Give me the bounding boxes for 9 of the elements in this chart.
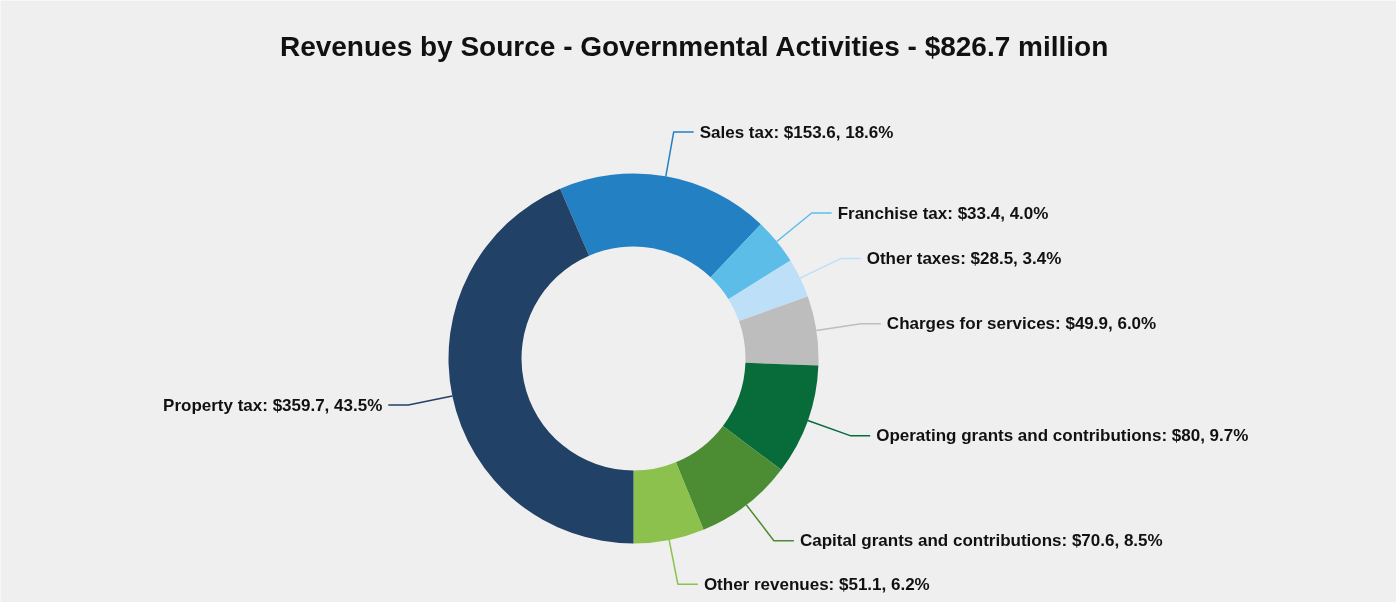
slice-label: Capital grants and contributions: $70.6, 8.5%	[799, 531, 1163, 551]
slice-label: Other taxes: $28.5, 3.4%	[866, 249, 1062, 269]
slice-label: Franchise tax: $33.4, 4.0%	[837, 203, 1049, 223]
slice-label: Charges for services: $49.9, 6.0%	[886, 314, 1157, 334]
chart-title: Revenues by Source - Governmental Activities - $826.7 million	[279, 31, 1109, 62]
slice-label: Property tax: $359.7, 43.5%	[163, 395, 383, 415]
slice-label: Other revenues: $51.1, 6.2%	[703, 574, 930, 594]
slice-label: Sales tax: $153.6, 18.6%	[699, 122, 894, 142]
slice-label: Operating grants and contributions: $80, 9.7%	[876, 426, 1249, 446]
